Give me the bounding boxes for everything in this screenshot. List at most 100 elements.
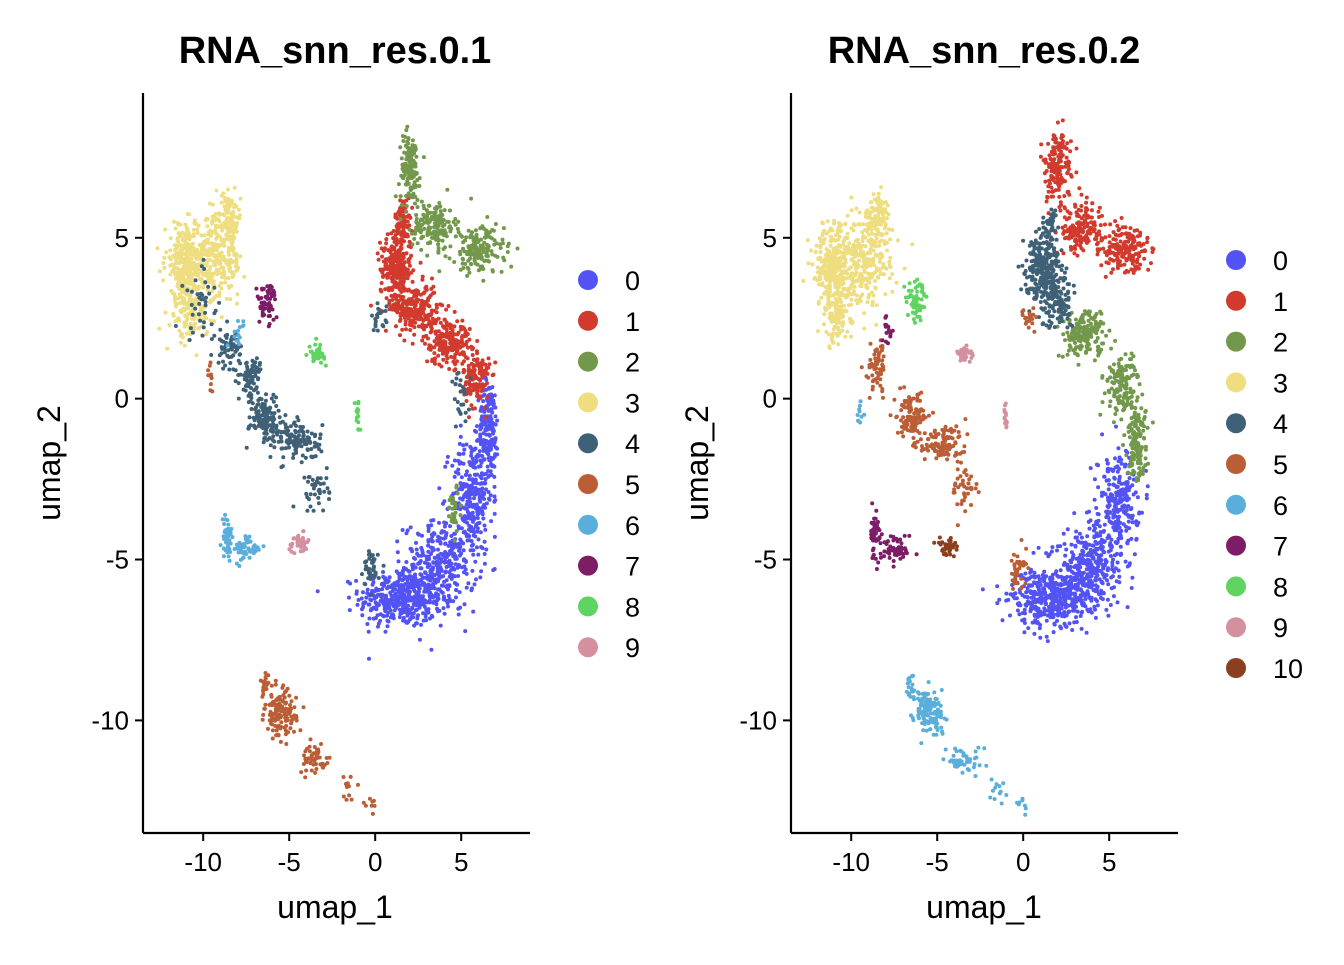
data-point: [436, 564, 440, 568]
data-point: [264, 306, 268, 310]
data-point: [194, 278, 198, 282]
data-point: [466, 356, 470, 360]
data-point: [384, 241, 388, 245]
data-point: [275, 729, 279, 733]
data-point: [472, 388, 476, 392]
data-point: [480, 389, 484, 393]
y-tick-label: 5: [115, 223, 129, 253]
data-point: [453, 503, 457, 507]
data-point: [475, 359, 479, 363]
data-point: [489, 493, 493, 497]
data-point: [227, 368, 231, 372]
data-point: [268, 406, 272, 410]
data-point: [217, 301, 221, 305]
data-point: [406, 289, 410, 293]
data-point: [459, 268, 463, 272]
data-point: [460, 475, 464, 479]
data-point: [502, 258, 506, 262]
data-point: [317, 501, 321, 505]
data-point: [281, 683, 285, 687]
data-point: [386, 624, 390, 628]
data-point: [272, 318, 276, 322]
data-point: [494, 222, 498, 226]
data-point: [235, 302, 239, 306]
data-point: [486, 452, 490, 456]
data-point: [483, 481, 487, 485]
data-point: [1074, 615, 1078, 619]
data-point: [387, 299, 391, 303]
data-point: [1076, 610, 1080, 614]
data-point: [401, 605, 405, 609]
data-point: [1039, 601, 1043, 605]
data-point: [386, 232, 390, 236]
data-point: [181, 238, 185, 242]
data-point: [215, 234, 219, 238]
data-point: [1083, 604, 1087, 608]
data-point: [248, 415, 252, 419]
data-point: [205, 217, 209, 221]
data-point: [302, 762, 306, 766]
data-point: [374, 587, 378, 591]
data-point: [462, 390, 466, 394]
data-point: [438, 302, 442, 306]
data-point: [462, 369, 466, 373]
data-point: [435, 306, 439, 310]
data-point: [411, 280, 415, 284]
data-point: [192, 254, 196, 258]
data-point: [484, 548, 488, 552]
data-point: [1119, 553, 1123, 557]
data-point: [252, 424, 256, 428]
data-point: [422, 155, 426, 159]
data-point: [227, 199, 231, 203]
data-point: [281, 455, 285, 459]
data-point: [495, 419, 499, 423]
data-point: [479, 569, 483, 573]
data-point: [288, 707, 292, 711]
data-point: [476, 522, 480, 526]
data-point: [495, 452, 499, 456]
data-point: [237, 208, 241, 212]
data-point: [237, 381, 241, 385]
data-point: [312, 509, 316, 513]
data-point: [259, 405, 263, 409]
data-point: [249, 400, 253, 404]
data-point: [430, 614, 434, 618]
data-point: [226, 238, 230, 242]
data-point: [300, 444, 304, 448]
data-point: [158, 269, 162, 273]
data-point: [177, 329, 181, 333]
data-point: [410, 585, 414, 589]
data-point: [444, 570, 448, 574]
data-point: [437, 609, 441, 613]
data-point: [409, 307, 413, 311]
data-point: [236, 329, 240, 333]
data-point: [315, 748, 319, 752]
data-point: [445, 360, 449, 364]
data-point: [467, 460, 471, 464]
data-point: [471, 553, 475, 557]
data-point: [460, 526, 464, 530]
data-point: [381, 275, 385, 279]
data-point: [171, 312, 175, 316]
data-point: [381, 570, 385, 574]
data-point: [493, 485, 497, 489]
data-point: [314, 767, 318, 771]
data-point: [429, 552, 433, 556]
data-point: [410, 206, 414, 210]
data-point: [453, 397, 457, 401]
data-point: [458, 252, 462, 256]
data-point: [234, 368, 238, 372]
data-point: [183, 321, 187, 325]
data-point: [425, 254, 429, 258]
data-point: [400, 163, 404, 167]
data-point: [1117, 569, 1121, 573]
data-point: [422, 581, 426, 585]
data-point: [235, 269, 239, 273]
data-point: [222, 222, 226, 226]
data-point: [476, 394, 480, 398]
data-point: [474, 577, 478, 581]
data-point: [454, 425, 458, 429]
data-point: [270, 291, 274, 295]
data-point: [178, 309, 182, 313]
data-point: [219, 543, 223, 547]
